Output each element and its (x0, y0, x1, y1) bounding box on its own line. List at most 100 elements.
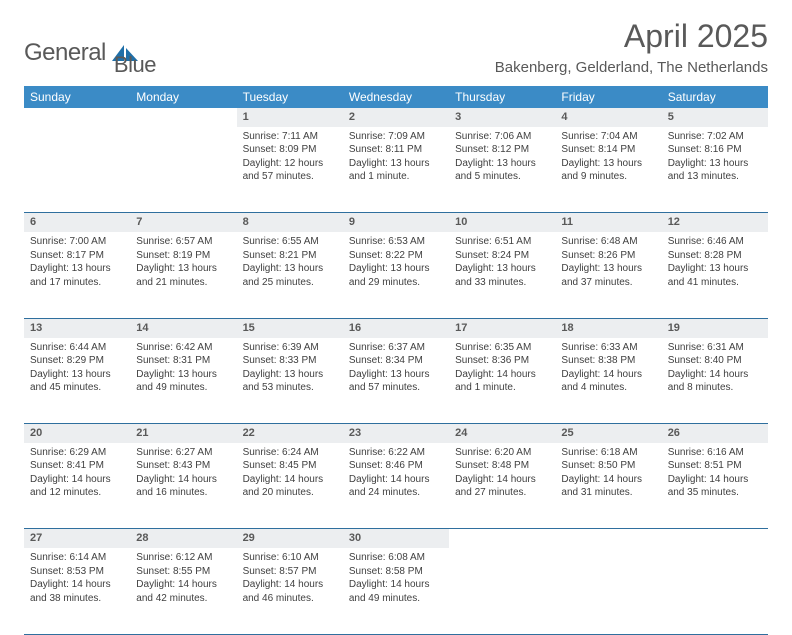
day-number (555, 529, 661, 548)
daylight-text: Daylight: 13 hours and 9 minutes. (561, 157, 655, 184)
sunrise-text: Sunrise: 7:00 AM (30, 235, 124, 249)
sunrise-text: Sunrise: 6:08 AM (349, 551, 443, 565)
day-number: 10 (449, 213, 555, 232)
sunset-text: Sunset: 8:48 PM (455, 459, 549, 473)
day-cell: Sunrise: 6:33 AMSunset: 8:38 PMDaylight:… (555, 338, 661, 424)
daylight-text: Daylight: 14 hours and 20 minutes. (243, 473, 337, 500)
day-number: 5 (662, 108, 768, 127)
sunrise-text: Sunrise: 6:16 AM (668, 446, 762, 460)
sunset-text: Sunset: 8:31 PM (136, 354, 230, 368)
sunset-text: Sunset: 8:57 PM (243, 565, 337, 579)
location-text: Bakenberg, Gelderland, The Netherlands (495, 59, 768, 76)
sunrise-text: Sunrise: 7:09 AM (349, 130, 443, 144)
sunset-text: Sunset: 8:50 PM (561, 459, 655, 473)
sunset-text: Sunset: 8:11 PM (349, 143, 443, 157)
daynum-row: 12345 (24, 108, 768, 127)
sunrise-text: Sunrise: 6:37 AM (349, 341, 443, 355)
daylight-text: Daylight: 13 hours and 37 minutes. (561, 262, 655, 289)
day-number (662, 529, 768, 548)
day-header: Friday (555, 86, 661, 108)
sunset-text: Sunset: 8:22 PM (349, 249, 443, 263)
day-cell: Sunrise: 6:22 AMSunset: 8:46 PMDaylight:… (343, 443, 449, 529)
sunrise-text: Sunrise: 6:51 AM (455, 235, 549, 249)
day-number: 13 (24, 318, 130, 337)
sunset-text: Sunset: 8:19 PM (136, 249, 230, 263)
day-cell: Sunrise: 6:57 AMSunset: 8:19 PMDaylight:… (130, 232, 236, 318)
day-cell: Sunrise: 6:18 AMSunset: 8:50 PMDaylight:… (555, 443, 661, 529)
daylight-text: Daylight: 14 hours and 42 minutes. (136, 578, 230, 605)
content-row: Sunrise: 6:44 AMSunset: 8:29 PMDaylight:… (24, 338, 768, 424)
sunrise-text: Sunrise: 6:48 AM (561, 235, 655, 249)
daylight-text: Daylight: 13 hours and 53 minutes. (243, 368, 337, 395)
day-number: 4 (555, 108, 661, 127)
sunset-text: Sunset: 8:58 PM (349, 565, 443, 579)
day-number: 9 (343, 213, 449, 232)
sunset-text: Sunset: 8:26 PM (561, 249, 655, 263)
day-cell: Sunrise: 6:29 AMSunset: 8:41 PMDaylight:… (24, 443, 130, 529)
day-header: Saturday (662, 86, 768, 108)
day-number: 3 (449, 108, 555, 127)
sunset-text: Sunset: 8:41 PM (30, 459, 124, 473)
day-number: 23 (343, 424, 449, 443)
sunset-text: Sunset: 8:21 PM (243, 249, 337, 263)
day-number: 24 (449, 424, 555, 443)
day-number (449, 529, 555, 548)
sunrise-text: Sunrise: 6:35 AM (455, 341, 549, 355)
sunset-text: Sunset: 8:46 PM (349, 459, 443, 473)
day-number: 30 (343, 529, 449, 548)
day-header: Wednesday (343, 86, 449, 108)
day-cell: Sunrise: 7:09 AMSunset: 8:11 PMDaylight:… (343, 127, 449, 213)
sunset-text: Sunset: 8:33 PM (243, 354, 337, 368)
day-cell: Sunrise: 6:10 AMSunset: 8:57 PMDaylight:… (237, 548, 343, 634)
day-number: 18 (555, 318, 661, 337)
sunrise-text: Sunrise: 6:18 AM (561, 446, 655, 460)
sunrise-text: Sunrise: 6:12 AM (136, 551, 230, 565)
day-number: 2 (343, 108, 449, 127)
sunset-text: Sunset: 8:34 PM (349, 354, 443, 368)
day-cell: Sunrise: 7:00 AMSunset: 8:17 PMDaylight:… (24, 232, 130, 318)
day-cell: Sunrise: 6:24 AMSunset: 8:45 PMDaylight:… (237, 443, 343, 529)
day-number: 28 (130, 529, 236, 548)
daynum-row: 6789101112 (24, 213, 768, 232)
content-row: Sunrise: 7:11 AMSunset: 8:09 PMDaylight:… (24, 127, 768, 213)
daylight-text: Daylight: 13 hours and 57 minutes. (349, 368, 443, 395)
day-cell: Sunrise: 6:37 AMSunset: 8:34 PMDaylight:… (343, 338, 449, 424)
daylight-text: Daylight: 13 hours and 29 minutes. (349, 262, 443, 289)
day-number: 12 (662, 213, 768, 232)
day-cell: Sunrise: 6:08 AMSunset: 8:58 PMDaylight:… (343, 548, 449, 634)
sunset-text: Sunset: 8:14 PM (561, 143, 655, 157)
sunrise-text: Sunrise: 6:22 AM (349, 446, 443, 460)
day-number (130, 108, 236, 127)
day-cell: Sunrise: 7:02 AMSunset: 8:16 PMDaylight:… (662, 127, 768, 213)
sunset-text: Sunset: 8:29 PM (30, 354, 124, 368)
day-number: 1 (237, 108, 343, 127)
sunset-text: Sunset: 8:53 PM (30, 565, 124, 579)
sunset-text: Sunset: 8:55 PM (136, 565, 230, 579)
day-number: 11 (555, 213, 661, 232)
day-number: 16 (343, 318, 449, 337)
daylight-text: Daylight: 14 hours and 49 minutes. (349, 578, 443, 605)
day-cell (130, 127, 236, 213)
daylight-text: Daylight: 13 hours and 33 minutes. (455, 262, 549, 289)
day-cell: Sunrise: 6:14 AMSunset: 8:53 PMDaylight:… (24, 548, 130, 634)
day-cell: Sunrise: 6:12 AMSunset: 8:55 PMDaylight:… (130, 548, 236, 634)
day-cell (662, 548, 768, 634)
daylight-text: Daylight: 13 hours and 5 minutes. (455, 157, 549, 184)
day-cell (449, 548, 555, 634)
logo-text-blue: Blue (114, 52, 156, 78)
day-header: Monday (130, 86, 236, 108)
day-header: Sunday (24, 86, 130, 108)
day-cell: Sunrise: 6:35 AMSunset: 8:36 PMDaylight:… (449, 338, 555, 424)
sunrise-text: Sunrise: 6:39 AM (243, 341, 337, 355)
sunset-text: Sunset: 8:28 PM (668, 249, 762, 263)
sunset-text: Sunset: 8:43 PM (136, 459, 230, 473)
day-header: Tuesday (237, 86, 343, 108)
daylight-text: Daylight: 14 hours and 1 minute. (455, 368, 549, 395)
daynum-row: 20212223242526 (24, 424, 768, 443)
sunrise-text: Sunrise: 6:57 AM (136, 235, 230, 249)
daylight-text: Daylight: 14 hours and 27 minutes. (455, 473, 549, 500)
sunrise-text: Sunrise: 6:55 AM (243, 235, 337, 249)
sunrise-text: Sunrise: 6:20 AM (455, 446, 549, 460)
daylight-text: Daylight: 14 hours and 35 minutes. (668, 473, 762, 500)
sunset-text: Sunset: 8:17 PM (30, 249, 124, 263)
